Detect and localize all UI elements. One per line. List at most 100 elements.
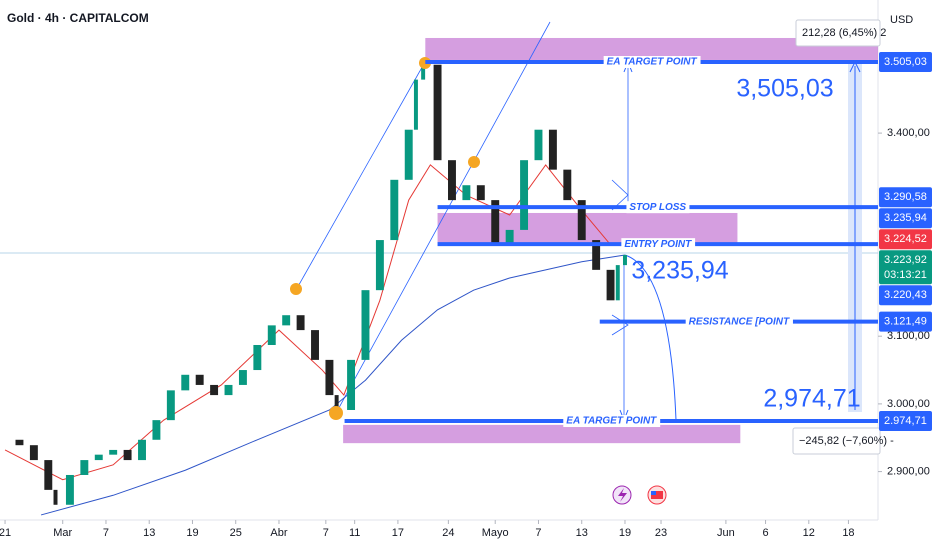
price-marker — [879, 229, 932, 250]
candle — [166, 390, 175, 421]
candle — [29, 445, 38, 461]
x-tick-label: 13 — [576, 527, 588, 539]
arrow-shape — [611, 179, 629, 211]
trend-line — [334, 21, 551, 416]
x-tick-label: Jun — [717, 527, 735, 539]
level-label-bg — [603, 55, 701, 68]
x-tick-label: 19 — [619, 527, 631, 539]
candle — [123, 449, 132, 461]
x-tick-label: 25 — [230, 527, 242, 539]
candle — [375, 240, 384, 291]
pivot-dot — [329, 406, 343, 420]
event-icon-glyph — [618, 488, 627, 502]
chart-title: Gold · 4h · CAPITALCOM — [7, 11, 149, 25]
measure-box — [795, 19, 881, 47]
price-marker-label: 3.220,43 — [884, 289, 927, 301]
candle — [606, 269, 615, 301]
price-marker-label: 3.121,49 — [884, 316, 927, 328]
x-tick-label: Mayo — [482, 527, 509, 539]
price-marker-label: 3.290,58 — [884, 191, 927, 203]
level-label-bg — [685, 315, 793, 328]
price-marker — [879, 250, 932, 285]
candle — [448, 160, 456, 201]
price-marker-label: 3.223,92 — [884, 254, 927, 266]
annotation: 2,974,71 — [763, 385, 860, 413]
x-tick-label: 6 — [762, 527, 768, 539]
plot — [4, 64, 627, 516]
candle — [238, 370, 247, 385]
x-tick-label: 7 — [323, 527, 329, 539]
x-tick-label: 17 — [392, 527, 404, 539]
candle — [94, 454, 103, 461]
measure-down: −245,82 (−7,60%) - — [799, 435, 894, 447]
x-tick-label: 18 — [842, 527, 854, 539]
y-tick-label: 2.900,00 — [887, 466, 930, 478]
y-tick-label: 3.100,00 — [887, 330, 930, 342]
candle — [109, 449, 118, 455]
candle — [413, 79, 418, 130]
price-axis: 2.900,00 3.000,00 3.100,00 3.400,00 3.505,03… — [878, 51, 932, 478]
level-label-bg — [626, 201, 690, 214]
annotation: 3,505,03 — [736, 75, 833, 103]
projection-curve — [624, 254, 677, 421]
candle — [44, 460, 53, 490]
candle — [267, 325, 276, 345]
x-tick-label: 19 — [186, 527, 198, 539]
candle — [390, 179, 399, 241]
annotation: 3,235,94 — [631, 257, 728, 285]
x-tick-label: Mar — [53, 527, 72, 539]
x-tick-label: 24 — [442, 527, 454, 539]
y-tick-label: 3.000,00 — [887, 398, 930, 410]
candle — [462, 185, 471, 201]
measure-box — [792, 427, 881, 455]
zone — [343, 424, 741, 444]
event-icon-glyph — [651, 491, 656, 495]
price-marker — [879, 285, 932, 306]
candle — [253, 344, 262, 371]
price-marker-label: 3.224,52 — [884, 233, 927, 245]
candle — [15, 439, 24, 446]
candle — [520, 160, 529, 230]
level-label-bg — [621, 238, 696, 251]
x-tick-label: 11 — [349, 527, 360, 539]
candle — [296, 315, 305, 331]
levels: EA TARGET POINT STOP LOSS ENTRY POINT RESIS… — [344, 55, 878, 428]
level-label-bg — [563, 415, 661, 428]
price-marker-label: 3.505,03 — [884, 56, 927, 68]
candle — [282, 315, 291, 326]
candle — [347, 359, 356, 410]
price-marker — [879, 187, 932, 208]
candle — [534, 129, 543, 161]
candle — [361, 290, 370, 360]
zone — [437, 212, 738, 244]
x-tick-label: 7 — [535, 527, 541, 539]
countdown: 03:13:21 — [884, 269, 927, 281]
candle — [421, 64, 426, 80]
moving-average — [4, 164, 625, 481]
y-tick-label: 3.400,00 — [887, 127, 930, 139]
x-tick-label: 7 — [103, 527, 109, 539]
x-tick-label: 13 — [143, 527, 155, 539]
trend-line — [295, 61, 426, 291]
price-marker-label: 2.974,71 — [884, 415, 927, 427]
candle — [224, 384, 233, 396]
x-tick-label: 23 — [655, 527, 667, 539]
candle — [210, 384, 219, 396]
moving-average — [40, 254, 626, 516]
candle — [404, 129, 413, 180]
level-label: EA TARGET POINT — [607, 57, 698, 68]
price-marker — [879, 208, 932, 229]
currency: USD — [890, 14, 913, 26]
x-tick-label: Abr — [270, 527, 287, 539]
candle — [476, 185, 485, 201]
candle — [505, 229, 514, 245]
arrow-shape — [611, 314, 629, 336]
x-tick-label: 12 — [803, 527, 815, 539]
price-marker — [879, 311, 932, 332]
candle — [615, 265, 620, 301]
candle — [491, 200, 500, 245]
candle — [334, 395, 339, 410]
candle — [181, 374, 190, 391]
